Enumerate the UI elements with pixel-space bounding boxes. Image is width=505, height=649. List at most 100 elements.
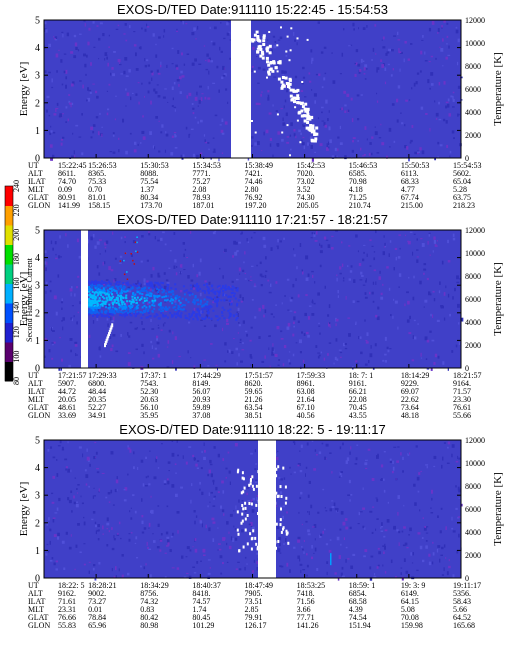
spectrogram-cell xyxy=(372,367,375,370)
harmonic-cell xyxy=(121,314,124,317)
harmonic-cell xyxy=(157,295,160,298)
harmonic-cell xyxy=(122,301,125,304)
harmonic-cell xyxy=(228,316,231,319)
white-pixel xyxy=(256,545,259,549)
spectrogram-cell xyxy=(147,302,150,305)
harmonic-cell xyxy=(119,292,122,295)
table-cell: 56.07 xyxy=(192,387,210,396)
table-cell: 9002. xyxy=(88,589,106,598)
harmonic-cell xyxy=(205,283,208,285)
spectrogram-cell xyxy=(422,517,424,519)
spectrogram-cell xyxy=(287,87,289,91)
spectrogram-cell xyxy=(347,558,350,560)
spectrogram-cell xyxy=(92,21,95,24)
spectrogram-cell xyxy=(374,573,376,576)
spectrogram-cell xyxy=(409,527,412,532)
harmonic-cell xyxy=(145,289,148,292)
spectrogram-cell xyxy=(188,321,191,324)
spectrogram-cell xyxy=(302,124,306,128)
harmonic-cell xyxy=(158,317,161,320)
harmonic-cell xyxy=(121,288,123,291)
spectrogram-cell xyxy=(52,475,56,479)
white-pixel xyxy=(287,541,290,545)
white-pixel xyxy=(250,502,253,506)
harmonic-cell xyxy=(229,313,232,316)
spectrogram-cell xyxy=(223,513,225,516)
spectrogram-cell xyxy=(200,560,203,562)
spectrogram-cell xyxy=(380,296,384,300)
spectrogram-cell xyxy=(335,338,338,342)
table-cell: 52.30 xyxy=(140,387,158,396)
spectrogram-cell xyxy=(112,231,114,235)
harmonic-cell xyxy=(223,317,226,320)
spectrogram-cell xyxy=(416,569,419,572)
spectrogram-cell xyxy=(167,542,170,546)
spectrogram-cell xyxy=(441,25,443,28)
white-pixel xyxy=(299,141,302,144)
y-right-tick-label: 2000 xyxy=(465,131,481,140)
spectrogram-cell xyxy=(77,523,80,526)
spectrogram-cell xyxy=(45,281,48,286)
spectrogram-cell xyxy=(72,132,74,135)
spectrogram-cell xyxy=(432,314,434,318)
spectrogram-cell xyxy=(97,131,100,136)
spectrogram-cell xyxy=(454,287,456,292)
spectrogram-cell xyxy=(225,88,228,91)
spectrogram-cell xyxy=(302,271,304,275)
harmonic-cell xyxy=(189,292,192,295)
spectrogram-cell xyxy=(238,568,242,571)
spectrogram-cell xyxy=(228,545,232,550)
spectrogram-cell xyxy=(446,571,449,576)
white-pixel xyxy=(289,49,292,52)
spectrogram-cell xyxy=(151,77,153,82)
spectrogram-cell xyxy=(146,280,149,284)
spectrogram-cell xyxy=(144,95,146,98)
spectrogram-cell xyxy=(124,23,127,26)
harmonic-cell xyxy=(214,290,217,293)
harmonic-cell xyxy=(184,314,187,317)
harmonic-cell xyxy=(216,319,219,322)
spectrogram-cell xyxy=(234,443,238,447)
spectrogram-cell xyxy=(389,240,392,243)
spectrogram-cell xyxy=(110,269,114,272)
spectrogram-cell xyxy=(186,53,190,55)
spectrogram-cell xyxy=(344,104,347,107)
spectrogram-cell xyxy=(363,73,366,75)
spectrogram-cell xyxy=(414,151,417,155)
harmonic-cell xyxy=(210,317,213,320)
harmonic-cell xyxy=(130,305,132,308)
spectrogram-cell xyxy=(219,124,222,126)
spectrogram-cell xyxy=(92,320,95,324)
spectrogram-cell xyxy=(331,506,335,508)
table-cell: 21.26 xyxy=(245,395,263,404)
spectrogram-cell xyxy=(192,454,195,458)
spectrogram-cell xyxy=(287,322,291,327)
spectrogram-cell xyxy=(135,536,138,540)
spectrogram-cell xyxy=(358,336,360,340)
white-pixel xyxy=(260,50,264,54)
spectrogram-cell xyxy=(98,37,101,41)
spectrogram-cell xyxy=(264,274,267,278)
spectrogram-cell xyxy=(212,479,215,483)
spectrogram-cell xyxy=(221,480,224,484)
spectrogram-cell xyxy=(413,82,416,87)
spectrogram-cell xyxy=(449,155,451,158)
spectrogram-cell xyxy=(123,70,126,75)
spectrogram-cell xyxy=(196,561,199,564)
white-pixel xyxy=(252,487,255,491)
spectrogram-cell xyxy=(122,118,125,123)
white-pixel xyxy=(280,80,284,84)
spectrogram-cell xyxy=(200,319,203,321)
spectrogram-cell xyxy=(203,554,206,556)
white-pixel xyxy=(307,115,311,119)
harmonic-cell xyxy=(197,298,200,301)
harmonic-cell xyxy=(181,308,184,311)
spectrogram-cell xyxy=(135,93,138,96)
spectrogram-cell xyxy=(430,55,434,58)
spectrogram-cell xyxy=(287,309,290,311)
harmonic-cell xyxy=(206,303,208,306)
harmonic-cell xyxy=(159,287,162,290)
harmonic-cell xyxy=(135,308,138,311)
harmonic-cell xyxy=(108,303,111,306)
spectrogram-cell xyxy=(335,318,339,322)
